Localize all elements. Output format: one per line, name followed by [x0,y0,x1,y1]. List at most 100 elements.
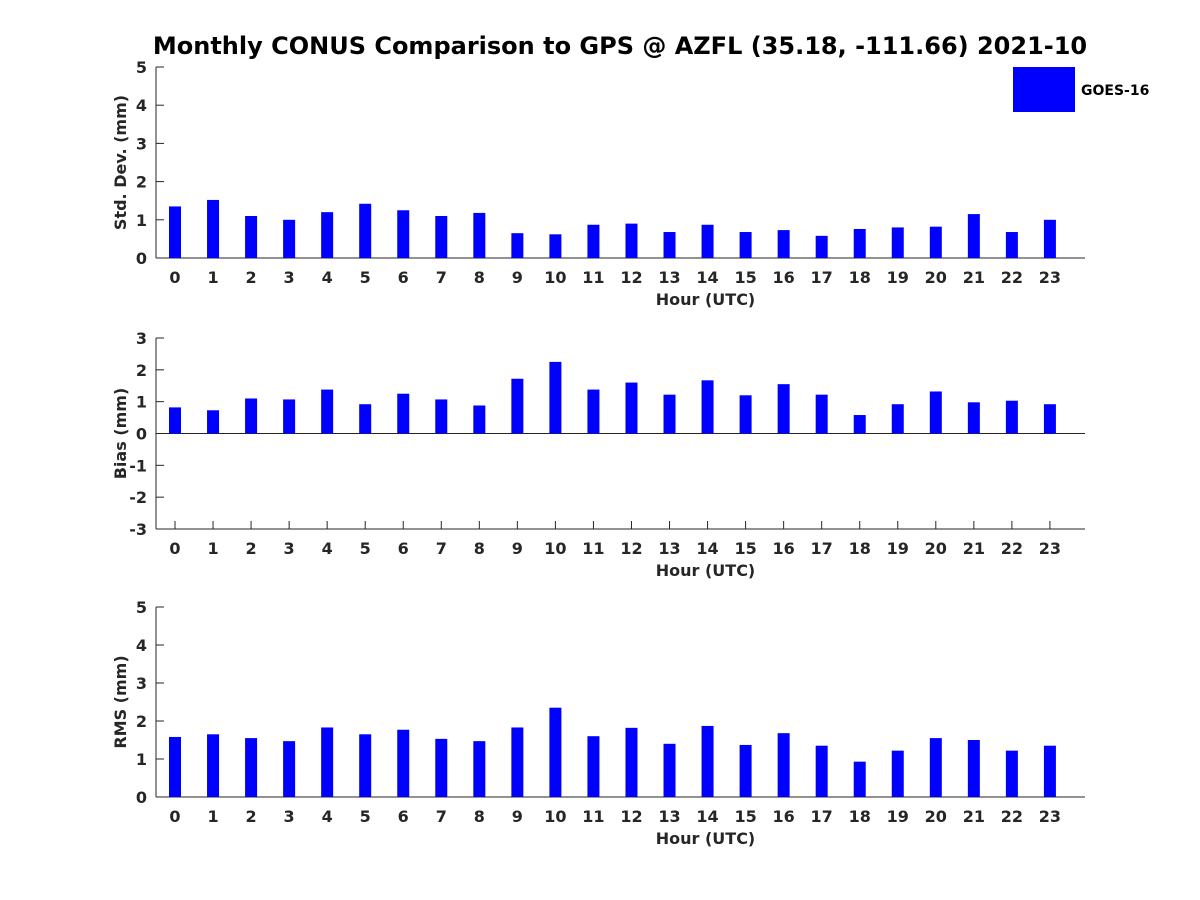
bar-hour-19 [891,750,904,797]
x-tick-label: 11 [582,268,604,287]
bar-hour-12 [625,223,638,258]
bar-hour-8 [473,212,486,258]
legend-swatch [1013,67,1075,112]
y-tick-label: -1 [129,456,147,475]
x-tick-label: 17 [811,807,833,826]
bar-hour-23 [1043,745,1056,797]
x-tick-label: 7 [436,539,447,558]
y-tick-label: 4 [136,96,147,115]
x-tick-label: 21 [963,807,985,826]
bar-hour-14 [701,224,714,258]
x-tick-label: 6 [398,807,409,826]
bar-hour-5 [359,203,372,258]
bar-hour-6 [397,729,410,797]
bar-hour-7 [435,738,448,797]
bar-hour-12 [625,727,638,797]
bar-hour-15 [739,395,752,434]
y-tick-label: 4 [136,636,147,655]
y-tick-label: 1 [136,750,147,769]
x-tick-label: 22 [1001,539,1023,558]
bar-hour-7 [435,215,448,258]
x-tick-label: 7 [436,268,447,287]
bar-hour-21 [967,214,980,258]
bar-hour-13 [663,743,676,797]
x-tick-label: 9 [512,807,523,826]
x-tick-label: 21 [963,539,985,558]
x-tick-label: 15 [734,807,756,826]
x-tick-label: 16 [773,539,795,558]
y-tick-label: 5 [136,598,147,617]
bar-hour-20 [929,738,942,797]
y-tick-label: 2 [136,712,147,731]
bar-hour-1 [207,410,220,434]
y-tick-label: 0 [136,425,147,444]
x-tick-label: 3 [284,539,295,558]
bar-hour-2 [245,215,258,258]
x-tick-label: 15 [734,539,756,558]
bar-hour-7 [435,399,448,434]
y-tick-label: 0 [136,788,147,807]
x-tick-label: 4 [322,807,333,826]
x-tick-label: 8 [474,539,485,558]
bar-hour-17 [815,235,828,258]
x-tick-label: 4 [322,539,333,558]
bar-hour-2 [245,738,258,797]
bar-hour-23 [1043,404,1056,434]
x-tick-label: 6 [398,539,409,558]
bar-hour-14 [701,380,714,434]
bar-hour-6 [397,393,410,434]
bar-hour-20 [929,391,942,434]
bar-hour-15 [739,232,752,258]
bar-hour-4 [321,212,334,258]
bar-hour-3 [283,399,296,434]
y-tick-label: -2 [129,488,147,507]
bar-hour-21 [967,740,980,797]
x-tick-label: 17 [811,268,833,287]
y-tick-label: 5 [136,58,147,77]
bar-hour-6 [397,210,410,258]
x-tick-label: 16 [773,268,795,287]
bar-hour-18 [853,228,866,258]
y-axis-label: RMS (mm) [111,655,130,748]
y-tick-label: 2 [136,173,147,192]
bar-hour-22 [1005,400,1018,434]
x-tick-label: 11 [582,807,604,826]
y-axis-label: Bias (mm) [111,388,130,480]
x-tick-label: 16 [773,807,795,826]
x-tick-label: 9 [512,539,523,558]
x-tick-label: 23 [1039,268,1061,287]
bar-hour-22 [1005,232,1018,258]
x-tick-label: 14 [696,539,718,558]
x-tick-label: 12 [620,807,642,826]
x-tick-label: 18 [849,268,871,287]
y-tick-label: -3 [129,520,147,539]
y-tick-label: 1 [136,393,147,412]
x-tick-label: 3 [284,268,295,287]
chart-title: Monthly CONUS Comparison to GPS @ AZFL (… [153,32,1087,60]
y-axis-label: Std. Dev. (mm) [111,95,130,230]
bar-hour-16 [777,384,790,434]
y-tick-label: 2 [136,361,147,380]
x-tick-label: 6 [398,268,409,287]
x-tick-label: 14 [696,807,718,826]
y-tick-label: 3 [136,134,147,153]
y-tick-label: 1 [136,211,147,230]
x-tick-label: 15 [734,268,756,287]
bar-hour-19 [891,227,904,258]
x-tick-label: 0 [169,807,180,826]
x-tick-label: 10 [544,807,566,826]
x-tick-label: 22 [1001,268,1023,287]
y-tick-label: 3 [136,674,147,693]
x-tick-label: 13 [658,268,680,287]
bar-hour-0 [169,736,181,797]
y-tick-label: 3 [136,329,147,348]
bar-hour-13 [663,394,676,434]
bar-hour-20 [929,226,942,258]
bar-hour-0 [169,407,181,434]
x-tick-label: 13 [658,807,680,826]
bar-hour-5 [359,734,372,797]
x-tick-label: 12 [620,268,642,287]
